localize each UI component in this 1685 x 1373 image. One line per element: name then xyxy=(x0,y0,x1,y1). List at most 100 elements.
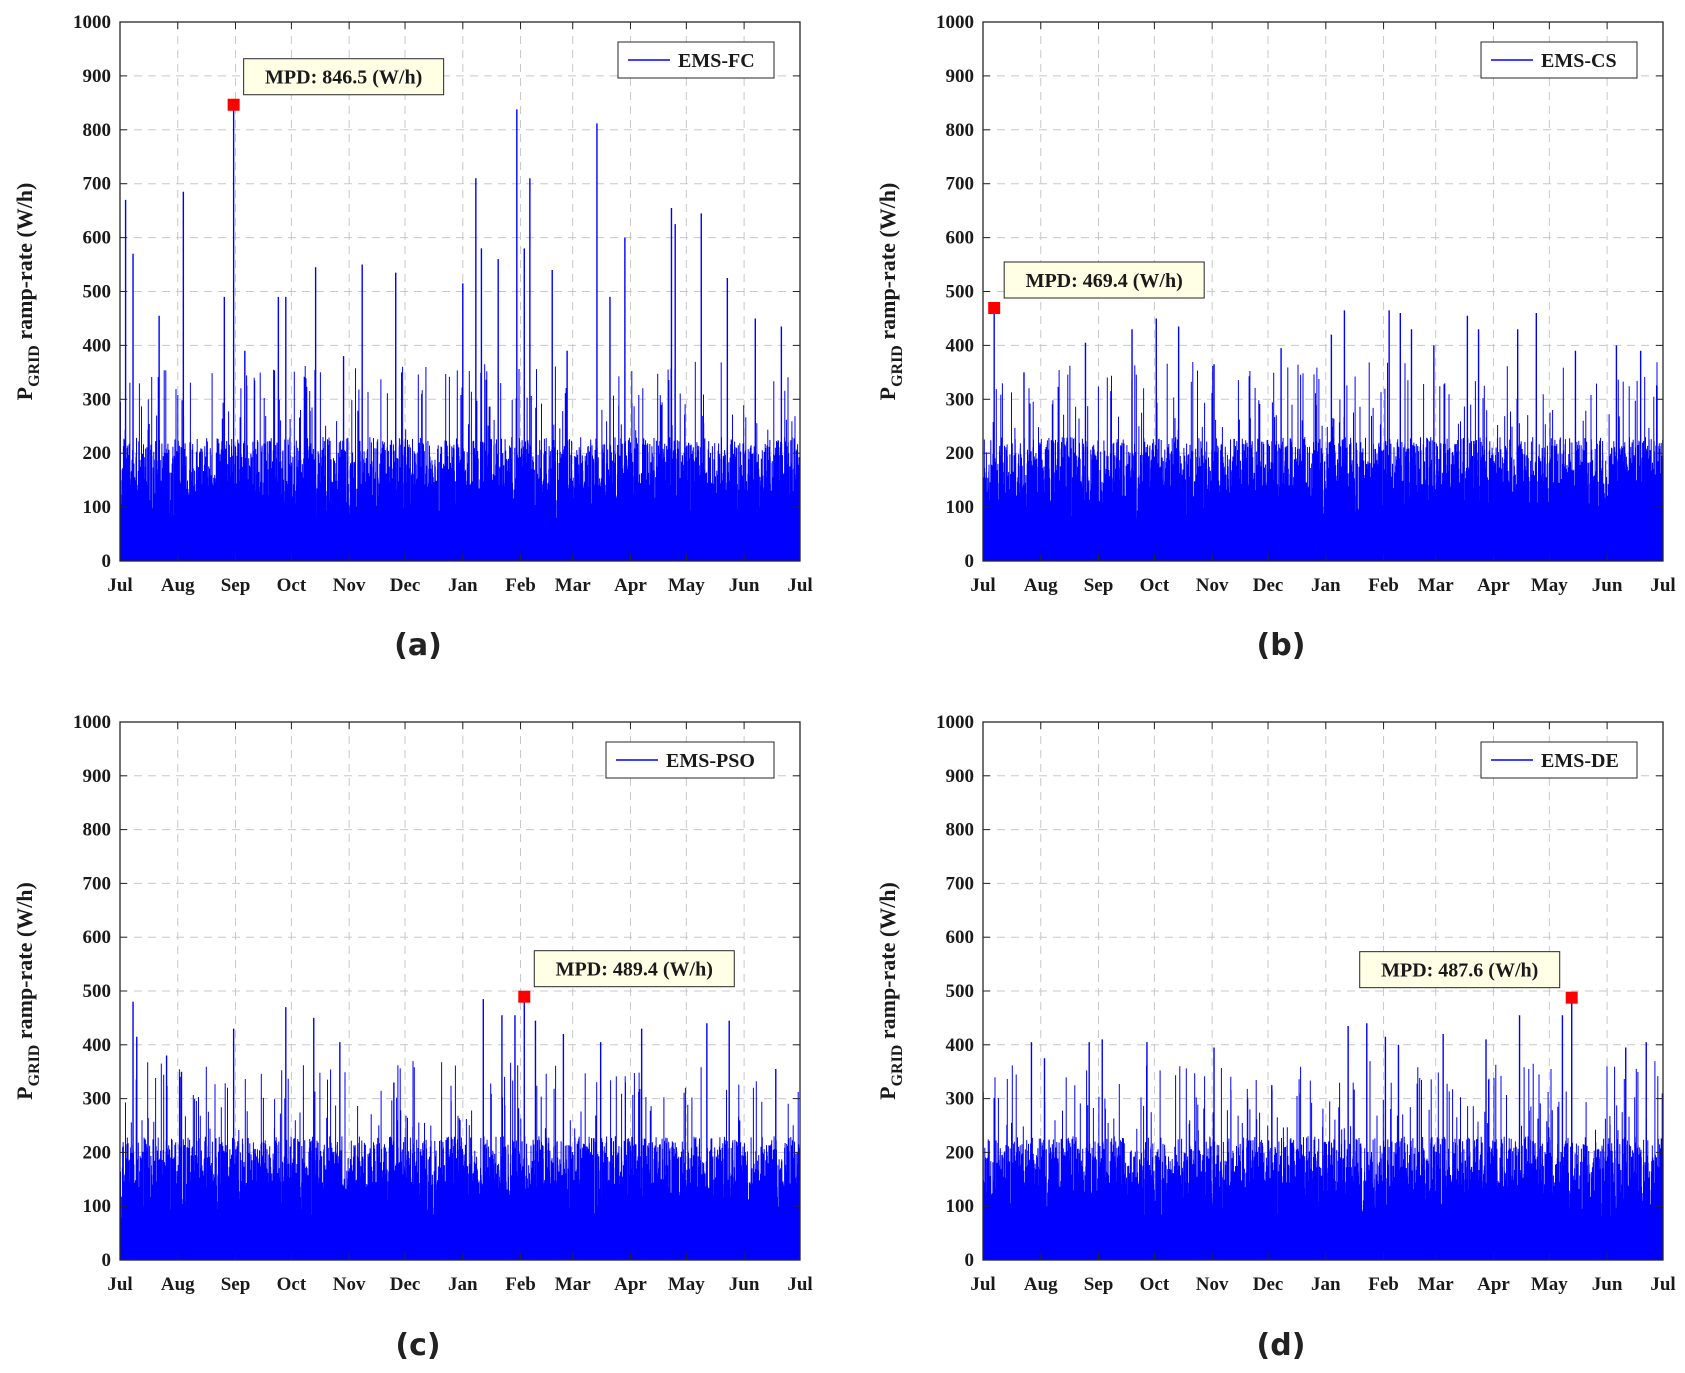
legend: EMS-DE xyxy=(1480,741,1638,779)
x-tick-label: Nov xyxy=(1196,1274,1229,1295)
y-tick-label: 1000 xyxy=(73,712,111,733)
y-axis-label-main: P xyxy=(12,387,37,400)
y-axis-label-rest: ramp-rate (W/h) xyxy=(875,183,900,346)
x-tick-label: Aug xyxy=(1024,1274,1058,1295)
legend: EMS-CS xyxy=(1480,41,1638,79)
y-tick-label: 1000 xyxy=(936,712,974,733)
x-tick-label: Dec xyxy=(390,575,421,596)
series-fill xyxy=(983,1227,1663,1260)
x-tick-label: Dec xyxy=(1253,575,1284,596)
x-tick-label: Sep xyxy=(221,575,251,596)
x-tick-label: Sep xyxy=(221,1274,251,1295)
y-axis-label-subscript: GRID xyxy=(26,1045,43,1087)
panel-caption: (d) xyxy=(1257,1328,1306,1363)
mpd-box xyxy=(1359,951,1561,989)
y-tick-label: 300 xyxy=(946,389,975,410)
mpd-box xyxy=(533,950,735,988)
y-tick-label: 400 xyxy=(83,1035,112,1056)
x-tick-label: Jul xyxy=(787,575,812,596)
y-tick-label: 700 xyxy=(83,174,112,195)
y-tick-label: 0 xyxy=(965,1250,975,1271)
x-tick-label: Jan xyxy=(1311,575,1341,596)
mpd-marker xyxy=(1565,991,1578,1004)
y-tick-label: 200 xyxy=(946,443,975,464)
x-tick-label: May xyxy=(1531,575,1568,596)
mpd-label: MPD: 846.5 (W/h) xyxy=(265,67,422,89)
mpd-annotation: MPD: 487.6 (W/h) xyxy=(1359,951,1578,1004)
y-tick-label: 800 xyxy=(83,820,112,841)
x-tick-label: Nov xyxy=(1196,575,1229,596)
y-axis-label: PGRID ramp-rate (W/h) xyxy=(875,183,906,401)
x-tick-label: Apr xyxy=(1477,1274,1510,1295)
mpd-label: MPD: 469.4 (W/h) xyxy=(1026,270,1183,292)
y-tick-label: 900 xyxy=(946,766,975,787)
x-tick-label: Feb xyxy=(1368,1274,1399,1295)
y-tick-label: 800 xyxy=(946,820,975,841)
panel-caption: (b) xyxy=(1257,628,1306,663)
x-tick-label: Jan xyxy=(448,1274,478,1295)
y-tick-label: 600 xyxy=(946,927,975,948)
x-tick-label: Jul xyxy=(107,575,132,596)
chart-panel-d: 0 100 200 300 400 500 600 700 800 900 1000 Jul Aug Se… xyxy=(875,712,1676,1363)
y-tick-label: 500 xyxy=(946,282,975,303)
x-tick-label: Jun xyxy=(729,575,760,596)
x-tick-label: Oct xyxy=(1140,575,1170,596)
y-tick-label: 0 xyxy=(102,551,112,572)
x-tick-label: Dec xyxy=(1253,1274,1284,1295)
y-tick-label: 1000 xyxy=(936,12,974,33)
x-tick-label: Oct xyxy=(277,1274,307,1295)
y-tick-label: 100 xyxy=(83,1196,112,1217)
legend-label: EMS-FC xyxy=(678,50,755,72)
x-tick-label: Aug xyxy=(161,575,195,596)
x-tick-label: Feb xyxy=(505,575,536,596)
x-tick-label: Jul xyxy=(970,575,995,596)
x-tick-label: Sep xyxy=(1084,575,1114,596)
mpd-marker xyxy=(988,301,1001,314)
panel-caption: (c) xyxy=(395,1328,440,1363)
x-tick-label: Feb xyxy=(505,1274,536,1295)
x-tick-label: Feb xyxy=(1368,575,1399,596)
y-tick-label: 200 xyxy=(83,1142,112,1163)
y-axis-label-rest: ramp-rate (W/h) xyxy=(12,882,37,1045)
mpd-box xyxy=(1003,261,1205,299)
legend: EMS-PSO xyxy=(605,741,775,779)
x-tick-label: Mar xyxy=(555,575,591,596)
x-tick-label: Oct xyxy=(277,575,307,596)
x-tick-label: Apr xyxy=(614,1274,647,1295)
y-tick-label: 500 xyxy=(946,981,975,1002)
legend-label: EMS-DE xyxy=(1541,750,1619,772)
x-tick-label: Jul xyxy=(970,1274,995,1295)
y-tick-label: 600 xyxy=(946,228,975,249)
x-tick-label: Apr xyxy=(1477,575,1510,596)
x-tick-label: Nov xyxy=(333,575,366,596)
y-tick-label: 800 xyxy=(946,120,975,141)
y-tick-label: 900 xyxy=(83,66,112,87)
y-tick-label: 300 xyxy=(83,1089,112,1110)
mpd-annotation: MPD: 469.4 (W/h) xyxy=(988,261,1205,314)
x-tick-label: Apr xyxy=(614,575,647,596)
x-tick-label: Mar xyxy=(1418,1274,1454,1295)
y-axis-label-rest: ramp-rate (W/h) xyxy=(12,183,37,346)
y-axis-label-subscript: GRID xyxy=(26,345,43,387)
legend: EMS-FC xyxy=(617,41,775,79)
y-tick-label: 100 xyxy=(83,497,112,518)
chart-panel-a: 0 100 200 300 400 500 600 700 800 900 1000 Jul Aug Se… xyxy=(12,12,813,663)
mpd-annotation: MPD: 846.5 (W/h) xyxy=(227,58,445,111)
y-axis-label-main: P xyxy=(875,387,900,400)
y-tick-label: 900 xyxy=(83,766,112,787)
x-tick-label: Oct xyxy=(1140,1274,1170,1295)
x-tick-label: Jul xyxy=(1650,575,1675,596)
x-tick-label: May xyxy=(1531,1274,1568,1295)
x-tick-label: Jan xyxy=(448,575,478,596)
x-tick-label: May xyxy=(668,575,705,596)
legend-box xyxy=(617,41,775,79)
x-tick-label: Jun xyxy=(729,1274,760,1295)
y-tick-label: 300 xyxy=(83,389,112,410)
x-tick-label: Mar xyxy=(555,1274,591,1295)
y-tick-label: 200 xyxy=(946,1142,975,1163)
x-tick-label: Jun xyxy=(1592,1274,1623,1295)
y-tick-label: 0 xyxy=(965,551,975,572)
chart-panel-b: 0 100 200 300 400 500 600 700 800 900 1000 Jul Aug Se… xyxy=(875,12,1676,663)
x-tick-label: Sep xyxy=(1084,1274,1114,1295)
y-tick-label: 700 xyxy=(83,873,112,894)
